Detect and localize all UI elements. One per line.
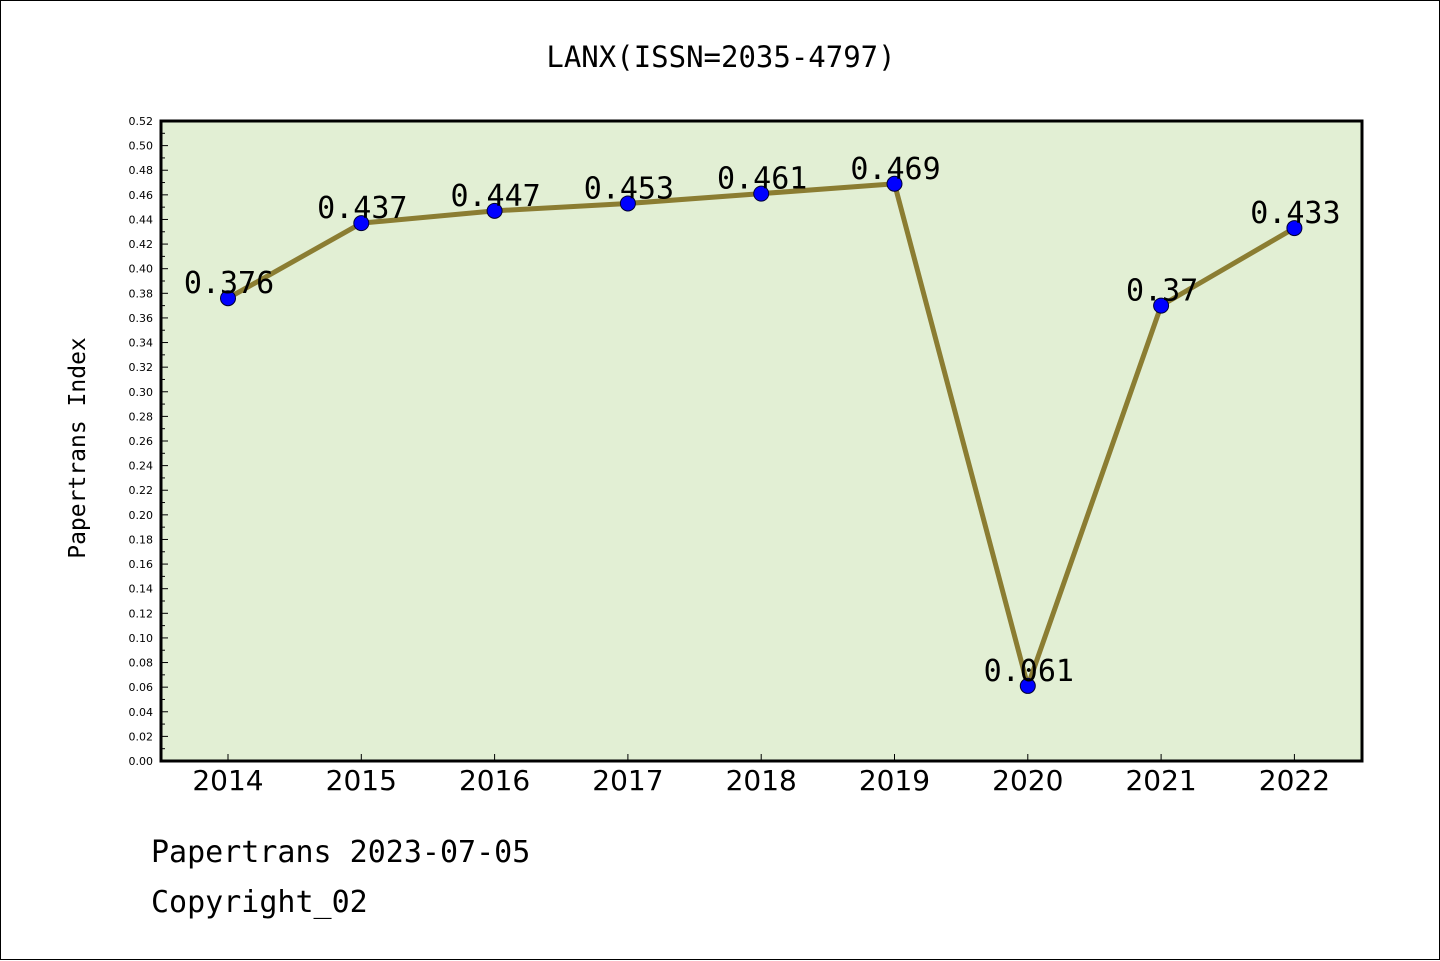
x-tick-label: 2022: [1259, 764, 1330, 797]
x-tick-label: 2015: [326, 764, 397, 797]
x-tick-label: 2020: [992, 764, 1063, 797]
copyright-text: Copyright_02: [151, 885, 368, 920]
data-point: [753, 185, 770, 202]
y-tick-label: 0.42: [129, 238, 154, 251]
data-point: [1019, 677, 1036, 694]
data-label: 0.447: [450, 179, 540, 214]
data-point: [220, 290, 236, 307]
data-label: 0.37: [1126, 274, 1198, 309]
y-axis-label: Papertrans Index: [65, 337, 91, 559]
x-tick-label: 2017: [592, 764, 663, 797]
data-label: 0.376: [184, 266, 274, 301]
y-tick-label: 0.16: [129, 558, 154, 571]
data-point: [353, 215, 370, 232]
y-tick-label: 0.34: [129, 337, 154, 350]
data-label: 0.461: [717, 162, 807, 197]
data-labels: 0.376 0.437 0.447 0.453 0.461 0.469 0.061 0.37 0…: [184, 152, 1341, 689]
data-point: [486, 202, 503, 219]
x-axis: 2014 2015 2016 2017 2018 2019 2020 2021 2022: [192, 754, 1330, 797]
y-tick-label: 0.52: [129, 115, 154, 128]
data-point: [619, 195, 636, 212]
y-tick-label: 0.44: [129, 213, 154, 226]
y-tick-label: 0.10: [129, 632, 154, 645]
data-label: 0.433: [1250, 196, 1340, 231]
y-tick-label: 0.32: [129, 361, 154, 374]
y-tick-label: 0.36: [129, 312, 154, 325]
y-tick-label: 0.48: [129, 164, 154, 177]
data-point: [1286, 220, 1303, 237]
x-tick-label: 2014: [192, 764, 263, 797]
y-tick-label: 0.24: [129, 460, 154, 473]
y-tick-label: 0.20: [129, 509, 154, 522]
y-tick-label: 0.04: [129, 706, 154, 719]
y-tick-label: 0.22: [129, 484, 154, 497]
x-tick-label: 2019: [859, 764, 930, 797]
source-date-text: Papertrans 2023-07-05: [151, 835, 531, 870]
y-axis: 0.00 0.02 0.04 0.06 0.08 0.10 0.12 0.14 0.16 0.18…: [129, 115, 168, 768]
data-label: 0.061: [984, 654, 1074, 689]
data-label: 0.469: [850, 152, 940, 187]
y-tick-label: 0.02: [129, 730, 154, 743]
y-tick-label: 0.50: [129, 140, 154, 153]
y-tick-label: 0.40: [129, 263, 154, 276]
y-tick-label: 0.00: [129, 755, 154, 768]
x-tick-label: 2021: [1125, 764, 1196, 797]
y-tick-label: 0.06: [129, 681, 154, 694]
data-label: 0.437: [317, 191, 407, 226]
y-tick-label: 0.38: [129, 287, 154, 300]
data-label: 0.453: [584, 171, 674, 206]
data-point: [886, 175, 903, 192]
y-tick-label: 0.30: [129, 386, 154, 399]
y-tick-label: 0.46: [129, 189, 154, 202]
y-tick-label: 0.28: [129, 410, 154, 423]
x-tick-label: 2016: [459, 764, 530, 797]
series-markers: [220, 175, 1303, 694]
y-tick-label: 0.14: [129, 583, 154, 596]
y-tick-label: 0.18: [129, 533, 154, 546]
data-point: [1153, 297, 1170, 314]
y-tick-label: 0.08: [129, 657, 154, 670]
x-tick-label: 2018: [726, 764, 797, 797]
y-tick-label: 0.12: [129, 607, 154, 620]
y-tick-label: 0.26: [129, 435, 154, 448]
chart-title: LANX(ISSN=2035-4797): [546, 40, 895, 74]
